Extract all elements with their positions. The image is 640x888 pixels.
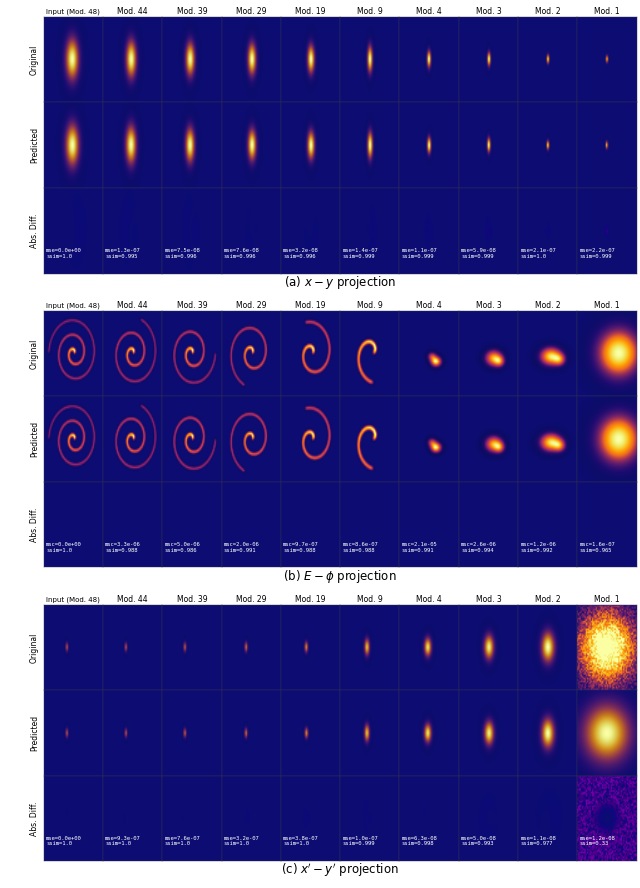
Text: Input (Mod. 48): Input (Mod. 48): [46, 9, 100, 15]
Text: mse=1.0e-07
ssim=0.999: mse=1.0e-07 ssim=0.999: [342, 836, 378, 846]
Text: Predicted: Predicted: [30, 421, 39, 457]
Text: mse=1.1e-08
ssim=0.977: mse=1.1e-08 ssim=0.977: [520, 836, 556, 846]
Text: mse=6.3e-08
ssim=0.998: mse=6.3e-08 ssim=0.998: [402, 836, 438, 846]
Text: Mod. 3: Mod. 3: [476, 595, 501, 604]
Text: Mod. 39: Mod. 39: [177, 595, 207, 604]
Text: mse=0.0e+00
ssim=1.0: mse=0.0e+00 ssim=1.0: [46, 248, 82, 258]
Text: msc=8.6e-07
ssim=0.988: msc=8.6e-07 ssim=0.988: [342, 542, 378, 552]
Text: msc=1.2e-06
ssim=0.992: msc=1.2e-06 ssim=0.992: [520, 542, 556, 552]
Text: (b) $E - \phi$ projection: (b) $E - \phi$ projection: [284, 567, 397, 585]
Text: mse=1.1e-07
ssim=0.999: mse=1.1e-07 ssim=0.999: [402, 248, 438, 258]
Text: mse=9.3e-07
ssim=1.0: mse=9.3e-07 ssim=1.0: [105, 836, 141, 846]
Text: mse=7.6e-07
ssim=1.0: mse=7.6e-07 ssim=1.0: [164, 836, 200, 846]
Text: mse=7.6e-08
ssim=0.996: mse=7.6e-08 ssim=0.996: [224, 248, 260, 258]
Text: Mod. 19: Mod. 19: [295, 7, 326, 16]
Text: mse=0.0e+00
ssim=1.0: mse=0.0e+00 ssim=1.0: [46, 836, 82, 846]
Text: Mod. 2: Mod. 2: [535, 7, 561, 16]
Text: Original: Original: [30, 338, 39, 369]
Text: msc=2.0e-06
ssim=0.991: msc=2.0e-06 ssim=0.991: [224, 542, 260, 552]
Text: Mod. 19: Mod. 19: [295, 595, 326, 604]
Text: Mod. 29: Mod. 29: [236, 595, 266, 604]
Text: Abs. Diff.: Abs. Diff.: [30, 801, 39, 836]
Text: mse=3.2e-07
ssim=1.0: mse=3.2e-07 ssim=1.0: [224, 836, 260, 846]
Text: Predicted: Predicted: [30, 715, 39, 751]
Text: Input (Mod. 48): Input (Mod. 48): [46, 597, 100, 603]
Text: (a) $x - y$ projection: (a) $x - y$ projection: [284, 274, 396, 291]
Text: mse=7.5e-08
ssim=0.996: mse=7.5e-08 ssim=0.996: [164, 248, 200, 258]
Text: msc=9.7e-07
ssim=0.988: msc=9.7e-07 ssim=0.988: [284, 542, 319, 552]
Text: Mod. 1: Mod. 1: [595, 595, 620, 604]
Text: Mod. 4: Mod. 4: [416, 595, 442, 604]
Text: Predicted: Predicted: [30, 127, 39, 163]
Text: mse=5.9e-08
ssim=0.999: mse=5.9e-08 ssim=0.999: [461, 248, 497, 258]
Text: Abs. Diff.: Abs. Diff.: [30, 213, 39, 248]
Text: mse=5.0e-08
ssim=0.993: mse=5.0e-08 ssim=0.993: [461, 836, 497, 846]
Text: Mod. 44: Mod. 44: [117, 7, 148, 16]
Text: mse=1.3e-07
ssim=0.995: mse=1.3e-07 ssim=0.995: [105, 248, 141, 258]
Text: mse=3.2e-08
ssim=0.996: mse=3.2e-08 ssim=0.996: [284, 248, 319, 258]
Text: Mod. 39: Mod. 39: [177, 301, 207, 310]
Text: msc=2.1e-05
ssim=0.991: msc=2.1e-05 ssim=0.991: [402, 542, 438, 552]
Text: Mod. 9: Mod. 9: [357, 7, 383, 16]
Text: mse=3.8e-07
ssim=1.0: mse=3.8e-07 ssim=1.0: [284, 836, 319, 846]
Text: msc=2.6e-06
ssim=0.994: msc=2.6e-06 ssim=0.994: [461, 542, 497, 552]
Text: Mod. 29: Mod. 29: [236, 7, 266, 16]
Text: Mod. 39: Mod. 39: [177, 7, 207, 16]
Text: Original: Original: [30, 632, 39, 662]
Text: Original: Original: [30, 44, 39, 75]
Text: (c) $x^{\prime} - y^{\prime}$ projection: (c) $x^{\prime} - y^{\prime}$ projection: [281, 861, 399, 879]
Text: Mod. 4: Mod. 4: [416, 301, 442, 310]
Text: Mod. 9: Mod. 9: [357, 301, 383, 310]
Text: Abs. Diff.: Abs. Diff.: [30, 507, 39, 542]
Text: Mod. 44: Mod. 44: [117, 595, 148, 604]
Text: Input (Mod. 48): Input (Mod. 48): [46, 303, 100, 309]
Text: Mod. 44: Mod. 44: [117, 301, 148, 310]
Text: msc=5.0e-06
ssim=0.986: msc=5.0e-06 ssim=0.986: [164, 542, 200, 552]
Text: Mod. 3: Mod. 3: [476, 301, 501, 310]
Text: Mod. 1: Mod. 1: [595, 301, 620, 310]
Text: msc=1.6e-07
ssim=0.965: msc=1.6e-07 ssim=0.965: [580, 542, 616, 552]
Text: mse=1.2e-08
ssim=0.33: mse=1.2e-08 ssim=0.33: [580, 836, 616, 846]
Text: Mod. 4: Mod. 4: [416, 7, 442, 16]
Text: Mod. 2: Mod. 2: [535, 595, 561, 604]
Text: mse=1.4e-07
ssim=0.999: mse=1.4e-07 ssim=0.999: [342, 248, 378, 258]
Text: Mod. 2: Mod. 2: [535, 301, 561, 310]
Text: msc=3.3e-06
ssim=0.988: msc=3.3e-06 ssim=0.988: [105, 542, 141, 552]
Text: msc=0.0e+00
ssim=1.0: msc=0.0e+00 ssim=1.0: [46, 542, 82, 552]
Text: mse=2.2e-07
ssim=0.999: mse=2.2e-07 ssim=0.999: [580, 248, 616, 258]
Text: Mod. 9: Mod. 9: [357, 595, 383, 604]
Text: Mod. 1: Mod. 1: [595, 7, 620, 16]
Text: Mod. 29: Mod. 29: [236, 301, 266, 310]
Text: mse=2.1e-07
ssim=1.0: mse=2.1e-07 ssim=1.0: [520, 248, 556, 258]
Text: Mod. 19: Mod. 19: [295, 301, 326, 310]
Text: Mod. 3: Mod. 3: [476, 7, 501, 16]
